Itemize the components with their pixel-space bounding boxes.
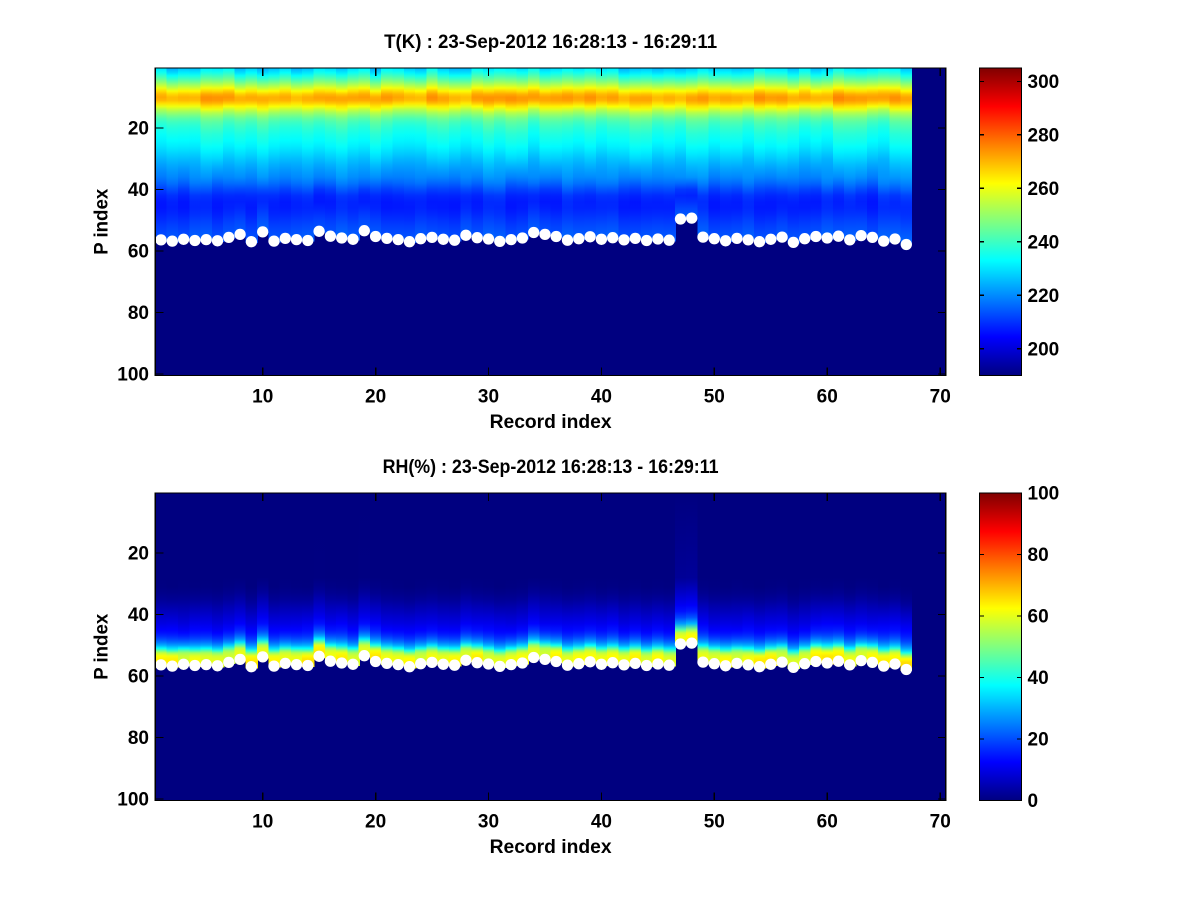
svg-text:280: 280 — [1028, 125, 1060, 146]
svg-text:70: 70 — [930, 387, 951, 408]
svg-text:300: 300 — [1028, 72, 1060, 93]
svg-text:Record index: Record index — [490, 412, 612, 433]
svg-text:10: 10 — [252, 812, 273, 833]
svg-text:100: 100 — [117, 790, 149, 811]
svg-text:40: 40 — [591, 812, 612, 833]
svg-text:20: 20 — [365, 387, 386, 408]
svg-text:60: 60 — [1028, 607, 1049, 628]
svg-text:260: 260 — [1028, 179, 1060, 200]
svg-text:60: 60 — [128, 242, 149, 263]
svg-text:100: 100 — [1028, 484, 1060, 505]
svg-text:50: 50 — [704, 812, 725, 833]
svg-text:240: 240 — [1028, 232, 1060, 253]
svg-text:40: 40 — [128, 605, 149, 626]
svg-text:40: 40 — [1028, 668, 1049, 689]
svg-text:80: 80 — [1028, 545, 1049, 566]
svg-text:P index: P index — [92, 613, 113, 679]
svg-text:200: 200 — [1028, 339, 1060, 360]
svg-text:100: 100 — [117, 365, 149, 386]
svg-text:80: 80 — [128, 303, 149, 324]
svg-text:RH(%) : 23-Sep-2012 16:28:13 -: RH(%) : 23-Sep-2012 16:28:13 - 16:29:11 — [383, 457, 719, 478]
svg-text:20: 20 — [1028, 730, 1049, 751]
svg-text:60: 60 — [817, 812, 838, 833]
svg-text:220: 220 — [1028, 286, 1060, 307]
svg-text:80: 80 — [128, 728, 149, 749]
svg-text:T(K) : 23-Sep-2012 16:28:13 -: T(K) : 23-Sep-2012 16:28:13 - 16:29:11 — [384, 32, 717, 53]
svg-text:10: 10 — [252, 387, 273, 408]
svg-text:30: 30 — [478, 387, 499, 408]
svg-text:P index: P index — [92, 188, 113, 254]
svg-text:70: 70 — [930, 812, 951, 833]
svg-text:40: 40 — [591, 387, 612, 408]
svg-text:20: 20 — [365, 812, 386, 833]
svg-text:20: 20 — [128, 544, 149, 565]
svg-text:60: 60 — [817, 387, 838, 408]
svg-text:50: 50 — [704, 387, 725, 408]
svg-text:40: 40 — [128, 180, 149, 201]
svg-text:Record index: Record index — [490, 837, 612, 858]
svg-text:0: 0 — [1028, 791, 1039, 812]
svg-text:20: 20 — [128, 119, 149, 140]
svg-text:60: 60 — [128, 667, 149, 688]
svg-text:30: 30 — [478, 812, 499, 833]
